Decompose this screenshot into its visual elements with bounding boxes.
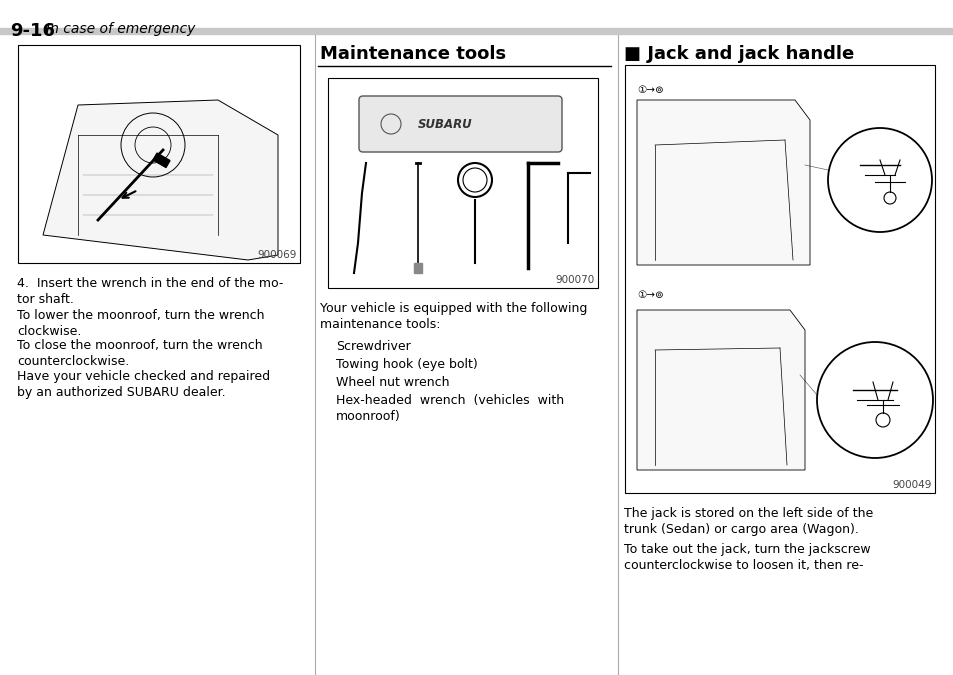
Text: 4.  Insert the wrench in the end of the mo-
tor shaft.: 4. Insert the wrench in the end of the m…	[17, 277, 283, 306]
Text: To close the moonroof, turn the wrench
counterclockwise.: To close the moonroof, turn the wrench c…	[17, 339, 262, 368]
Text: ①→⊚: ①→⊚	[637, 85, 663, 95]
Text: ■ Jack and jack handle: ■ Jack and jack handle	[623, 45, 853, 63]
Text: ①→⊚: ①→⊚	[637, 290, 663, 300]
Text: 900049: 900049	[892, 480, 931, 490]
Text: 9-16: 9-16	[10, 22, 55, 40]
Text: Have your vehicle checked and repaired
by an authorized SUBARU dealer.: Have your vehicle checked and repaired b…	[17, 370, 270, 399]
FancyBboxPatch shape	[358, 96, 561, 152]
Text: SUBARU: SUBARU	[417, 117, 473, 130]
Text: Screwdriver: Screwdriver	[335, 340, 411, 353]
Bar	[152, 153, 170, 167]
Text: The jack is stored on the left side of the
trunk (Sedan) or cargo area (Wagon).: The jack is stored on the left side of t…	[623, 507, 872, 536]
Text: Towing hook (eye bolt): Towing hook (eye bolt)	[335, 358, 477, 371]
Text: Hex-headed  wrench  (vehicles  with
moonroof): Hex-headed wrench (vehicles with moonroo…	[335, 394, 563, 423]
Polygon shape	[637, 100, 809, 265]
Bar	[624, 65, 934, 493]
Bar	[414, 263, 421, 273]
Text: 900070: 900070	[556, 275, 595, 285]
Bar	[18, 45, 299, 263]
Polygon shape	[637, 310, 804, 470]
Bar	[0, 28, 953, 34]
Text: To take out the jack, turn the jackscrew
counterclockwise to loosen it, then re-: To take out the jack, turn the jackscrew…	[623, 543, 870, 572]
Text: Your vehicle is equipped with the following
maintenance tools:: Your vehicle is equipped with the follow…	[319, 302, 587, 331]
Text: To lower the moonroof, turn the wrench
clockwise.: To lower the moonroof, turn the wrench c…	[17, 309, 264, 338]
Polygon shape	[43, 100, 277, 260]
Text: Wheel nut wrench: Wheel nut wrench	[335, 376, 449, 389]
Text: 900069: 900069	[257, 250, 296, 260]
Bar	[328, 78, 598, 288]
Text: Maintenance tools: Maintenance tools	[319, 45, 506, 63]
Text: In case of emergency: In case of emergency	[46, 22, 195, 36]
